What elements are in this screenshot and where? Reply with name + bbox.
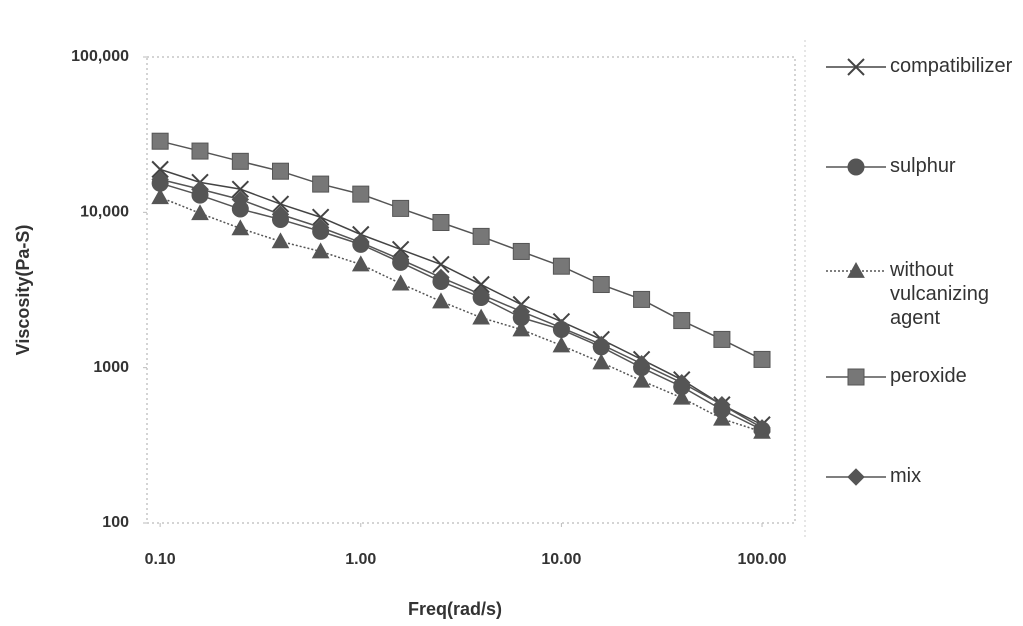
x-tick-label: 100.00	[738, 551, 787, 568]
marker	[632, 355, 651, 373]
marker	[151, 170, 169, 189]
y-tick-label: 100,000	[71, 48, 129, 65]
marker	[552, 336, 571, 353]
marker	[592, 353, 611, 370]
marker	[713, 409, 731, 426]
marker	[592, 276, 610, 294]
marker	[672, 388, 691, 405]
y-axis-title: Viscosity(Pa-S)	[13, 225, 33, 356]
marker	[432, 255, 450, 274]
series-line	[159, 182, 763, 431]
y-tick-label: 100	[102, 514, 129, 531]
x-axis-title: Freq(rad/s)	[408, 599, 502, 619]
marker	[312, 175, 330, 193]
marker	[633, 290, 651, 308]
marker	[151, 160, 169, 179]
marker	[391, 274, 410, 291]
marker	[552, 257, 570, 275]
marker	[472, 285, 490, 304]
marker	[151, 132, 169, 150]
marker	[753, 419, 771, 437]
marker	[713, 396, 731, 414]
marker	[592, 335, 610, 354]
marker	[231, 190, 250, 209]
marker	[231, 180, 250, 198]
x-tick-label: 10.00	[541, 551, 581, 568]
marker	[352, 185, 370, 203]
marker	[512, 302, 530, 321]
marker	[673, 312, 691, 330]
marker	[472, 227, 490, 245]
marker	[512, 320, 531, 337]
marker	[753, 350, 771, 368]
marker	[191, 142, 209, 160]
y-tick-label: 1000	[93, 359, 129, 376]
y-tick-label: 10,000	[80, 204, 129, 221]
marker	[151, 188, 169, 205]
plot-area	[146, 56, 796, 524]
marker	[391, 250, 410, 269]
marker	[432, 268, 450, 287]
marker	[632, 371, 651, 388]
marker	[231, 152, 249, 170]
x-tick-label: 0.10	[145, 551, 176, 568]
marker	[713, 330, 731, 348]
marker	[673, 374, 691, 392]
marker	[271, 232, 290, 249]
marker	[231, 219, 250, 236]
marker	[311, 208, 330, 226]
marker	[432, 214, 450, 232]
marker	[392, 199, 410, 217]
marker	[191, 180, 209, 198]
marker	[271, 205, 290, 224]
marker	[351, 255, 370, 272]
series-line	[159, 140, 763, 361]
marker	[191, 204, 209, 221]
marker	[271, 195, 290, 213]
marker	[432, 292, 450, 309]
marker	[512, 242, 530, 260]
marker	[311, 218, 330, 237]
series-line	[159, 168, 763, 426]
marker	[271, 162, 289, 180]
series-line	[159, 196, 763, 433]
marker	[311, 242, 330, 259]
series-line	[159, 178, 763, 429]
marker	[391, 240, 410, 259]
marker	[552, 318, 571, 337]
marker	[472, 308, 490, 325]
marker	[472, 275, 490, 294]
x-tick-label: 1.00	[345, 551, 376, 568]
marker	[352, 233, 370, 252]
